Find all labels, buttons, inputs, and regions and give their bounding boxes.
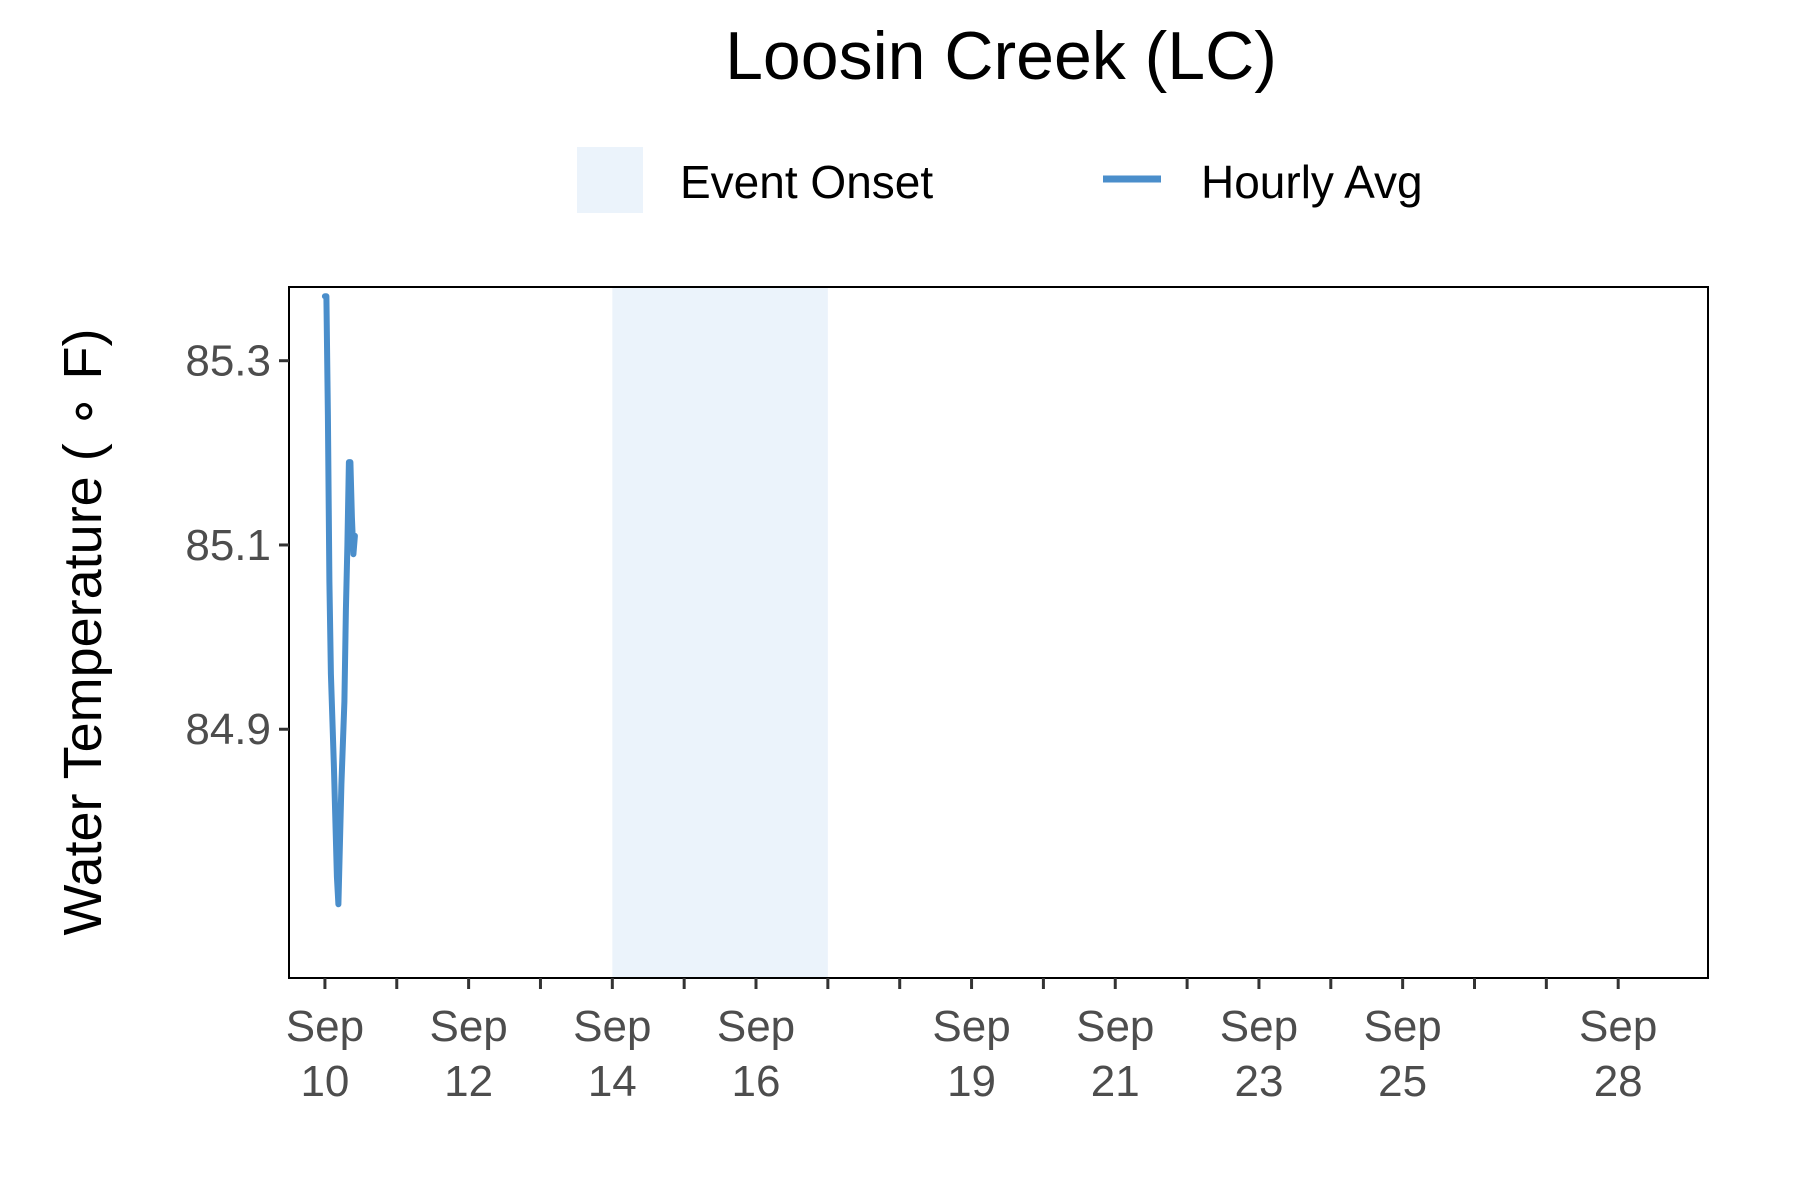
legend-event-onset-swatch xyxy=(577,147,643,213)
x-tick-label: Sep 19 xyxy=(932,1002,1010,1106)
chart-title: Loosin Creek (LC) xyxy=(725,18,1277,94)
x-tick-label: Sep 12 xyxy=(429,1002,507,1106)
y-tick-label: 84.9 xyxy=(185,705,271,754)
x-tick-label: Sep 14 xyxy=(573,1002,651,1106)
y-axis: 84.9 85.1 85.3 xyxy=(185,337,289,754)
legend: Event Onset Hourly Avg xyxy=(577,147,1423,213)
legend-event-onset-label: Event Onset xyxy=(680,156,933,208)
series-line-hourly-avg xyxy=(321,293,358,908)
x-axis: Sep 10 Sep 12 Sep 14 Sep 16 Sep 19 Sep 21 Sep 23 Sep 25… xyxy=(286,978,1657,1106)
event-onset-band xyxy=(612,288,828,977)
y-tick-label: 85.1 xyxy=(185,521,271,570)
y-tick-label: 85.3 xyxy=(185,337,271,386)
x-tick-label: Sep 25 xyxy=(1363,1002,1441,1106)
x-tick-label: Sep 21 xyxy=(1076,1002,1154,1106)
plot-area xyxy=(288,286,1709,979)
y-axis-label: Water Temperature ( ∘ F) xyxy=(53,329,113,936)
x-tick-label: Sep 16 xyxy=(717,1002,795,1106)
panel-border xyxy=(288,286,1709,979)
x-tick-label: Sep 28 xyxy=(1579,1002,1657,1106)
x-tick-label: Sep 23 xyxy=(1220,1002,1298,1106)
legend-hourly-avg-label: Hourly Avg xyxy=(1201,156,1423,208)
x-tick-label: Sep 10 xyxy=(286,1002,364,1106)
